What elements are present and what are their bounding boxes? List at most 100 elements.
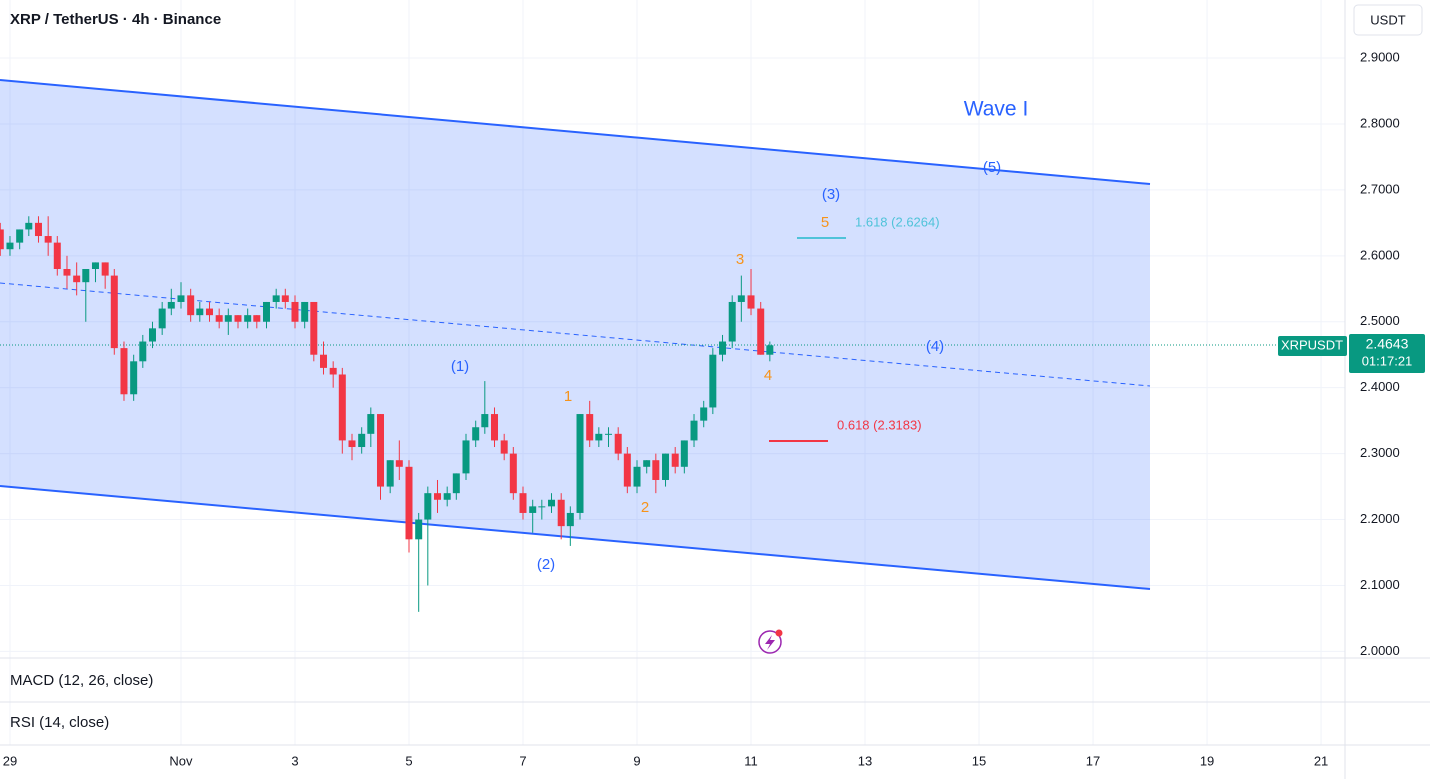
candle-body: [443, 493, 451, 500]
sub-2: 2: [641, 499, 649, 516]
candle-body: [196, 308, 204, 316]
x-tick-label: 13: [858, 753, 872, 768]
candle-body: [623, 453, 631, 487]
candle-body: [6, 242, 14, 250]
candle-body: [53, 242, 61, 270]
candle-body: [82, 269, 90, 283]
candle-body: [643, 460, 651, 467]
candle-body: [747, 295, 755, 309]
candle-body: [234, 315, 242, 322]
y-tick-label: 2.5000: [1360, 313, 1400, 328]
price-tag-text: 2.4643: [1366, 336, 1409, 352]
y-tick-label: 2.1000: [1360, 577, 1400, 592]
alert-icon[interactable]: [758, 629, 783, 654]
candle-body: [0, 229, 4, 250]
candle-body: [614, 433, 622, 454]
candle-body: [281, 295, 289, 302]
pane-label: MACD (12, 26, close): [10, 672, 153, 689]
y-tick-label: 2.3000: [1360, 445, 1400, 460]
candle-body: [519, 493, 527, 513]
candle-body: [205, 308, 213, 316]
x-tick-label: 9: [633, 753, 640, 768]
candle-body: [415, 519, 423, 540]
candle-body: [652, 460, 660, 480]
candle-body: [73, 275, 81, 283]
candle-body: [91, 262, 99, 270]
candle-body: [481, 414, 489, 428]
candle-body: [500, 440, 508, 454]
candle-body: [187, 295, 195, 316]
fib-down-label: 0.618 (2.3183): [837, 417, 922, 432]
x-tick-label: Nov: [169, 753, 193, 768]
channel-top: [0, 79, 1151, 185]
x-tick-label: 17: [1086, 753, 1100, 768]
y-tick-label: 2.2000: [1360, 511, 1400, 526]
candle-body: [690, 420, 698, 441]
candle-body: [253, 315, 261, 322]
candle-body: [434, 493, 442, 500]
candle-body: [557, 499, 565, 527]
y-tick-label: 2.6000: [1360, 247, 1400, 262]
candle-body: [491, 414, 499, 441]
x-tick-label: 29: [3, 753, 17, 768]
candle-body: [358, 433, 366, 448]
candle-body: [367, 414, 375, 434]
candle-body: [757, 308, 765, 355]
candle-body: [529, 506, 537, 513]
candle-body: [63, 269, 71, 276]
candles: [0, 216, 774, 612]
candle-body: [538, 506, 546, 508]
candle-body: [737, 295, 745, 302]
grid: [0, 0, 1345, 745]
candle-body: [709, 354, 717, 408]
candle-body: [633, 466, 641, 487]
candle-body: [130, 361, 138, 395]
candle-body: [44, 236, 52, 243]
candle-body: [319, 354, 327, 368]
candle-body: [605, 433, 613, 435]
candle-body: [671, 453, 679, 467]
x-tick-label: 7: [519, 753, 526, 768]
candle-body: [158, 308, 166, 329]
candle-body: [595, 433, 603, 441]
wave-4: (4): [926, 338, 944, 355]
price-tag: [1349, 334, 1425, 373]
chart-title: XRP / TetherUS · 4h · Binance: [10, 11, 221, 28]
candle-body: [338, 374, 346, 441]
candle-body: [262, 301, 270, 322]
wave-5: (5): [983, 159, 1001, 176]
symbol-tag-text: XRPUSDT: [1281, 337, 1343, 352]
candle-body: [509, 453, 517, 494]
currency-button[interactable]: [1353, 4, 1423, 36]
candle-body: [16, 229, 24, 243]
candle-body: [376, 414, 384, 487]
candle-body: [139, 341, 147, 362]
x-tick-label: 5: [405, 753, 412, 768]
candle-body: [310, 301, 318, 355]
candle-body: [452, 473, 460, 494]
sub-1: 1: [564, 388, 572, 405]
candle-body: [329, 367, 337, 375]
channel-bottom: [0, 485, 1151, 590]
candle-body: [34, 222, 42, 237]
candle-body: [272, 295, 280, 302]
sub-3: 3: [736, 251, 744, 268]
sub-5: 5: [821, 214, 829, 231]
candle-body: [462, 440, 470, 474]
candle-body: [576, 414, 584, 513]
candle-body: [348, 440, 356, 448]
candle-body: [395, 460, 403, 467]
candle-body: [719, 341, 727, 355]
x-tick-label: 21: [1314, 753, 1328, 768]
candle-body: [728, 301, 736, 342]
x-tick-label: 11: [744, 753, 758, 768]
candle-body: [148, 328, 156, 342]
candle-body: [700, 407, 708, 421]
candle-body: [548, 499, 556, 507]
y-tick-label: 2.0000: [1360, 643, 1400, 658]
wave-1: (1): [451, 358, 469, 375]
sub-4: 4: [764, 367, 772, 384]
candle-body: [224, 315, 232, 322]
